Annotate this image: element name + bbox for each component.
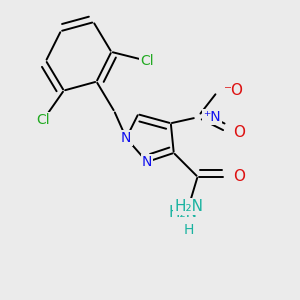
Text: H₂N: H₂N (174, 199, 203, 214)
Text: Cl: Cl (36, 113, 50, 127)
Text: ⁻O: ⁻O (224, 83, 244, 98)
Text: O: O (233, 125, 245, 140)
Text: O: O (233, 169, 245, 184)
Text: ⁺N: ⁺N (203, 110, 221, 124)
Text: N: N (142, 155, 152, 169)
Text: Cl: Cl (140, 54, 154, 68)
Text: N: N (121, 131, 131, 145)
Text: H₂N: H₂N (168, 205, 197, 220)
Text: H: H (184, 223, 194, 237)
